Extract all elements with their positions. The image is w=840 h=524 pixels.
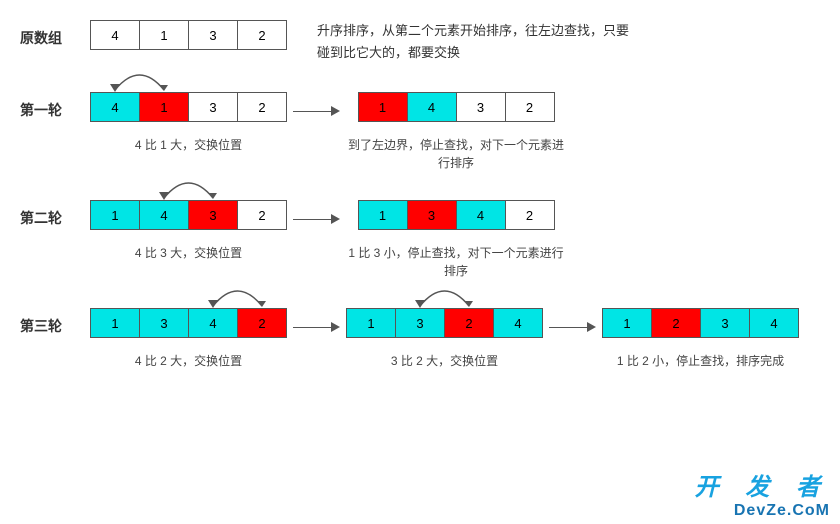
array: 1324 [346, 308, 543, 338]
arrow-connector [293, 284, 340, 332]
stage: 1432 到了左边界，停止查找，对下一个元素进行排序 [346, 68, 566, 172]
array-cell: 1 [358, 92, 408, 122]
array-cell: 3 [188, 20, 238, 50]
row-content: 14324 比 3 大，交换位置13421 比 3 小，停止查找，对下一个元素进… [90, 176, 820, 280]
stage: 1342 4 比 2 大，交换位置 [90, 284, 287, 370]
row-content: 41324 比 1 大，交换位置1432到了左边界，停止查找，对下一个元素进行排… [90, 68, 820, 172]
watermark-line2: DevZe.CoM [734, 502, 830, 520]
array-cell: 1 [90, 308, 140, 338]
arrow-connector [293, 68, 340, 116]
stage-caption: 1 比 2 小，停止查找，排序完成 [617, 352, 784, 370]
round-row: 第一轮41324 比 1 大，交换位置1432到了左边界，停止查找，对下一个元素… [20, 68, 820, 172]
arc-area [90, 176, 287, 200]
stage-caption: 4 比 2 大，交换位置 [135, 352, 242, 370]
array-cell: 2 [237, 92, 287, 122]
stage: 1432 4 比 3 大，交换位置 [90, 176, 287, 262]
array-cell: 2 [505, 200, 555, 230]
array-cell: 1 [602, 308, 652, 338]
row-label: 第一轮 [20, 68, 90, 120]
swap-arc [90, 284, 287, 308]
arc-area [90, 68, 287, 92]
array: 4132 [90, 92, 287, 122]
array: 1432 [358, 92, 555, 122]
stage: 4132 4 比 1 大，交换位置 [90, 68, 287, 154]
array-cell: 2 [237, 20, 287, 50]
array-cell: 4 [456, 200, 506, 230]
rounds-container: 第一轮41324 比 1 大，交换位置1432到了左边界，停止查找，对下一个元素… [20, 68, 820, 370]
stage-caption: 4 比 3 大，交换位置 [135, 244, 242, 262]
row-content: 13424 比 2 大，交换位置13243 比 2 大，交换位置12341 比 … [90, 284, 820, 370]
original-array-stage: 4132 [90, 20, 287, 50]
swap-arc [90, 176, 287, 200]
array: 1342 [90, 308, 287, 338]
array-cell: 1 [358, 200, 408, 230]
array-cell: 2 [651, 308, 701, 338]
round-row: 第二轮14324 比 3 大，交换位置13421 比 3 小，停止查找，对下一个… [20, 176, 820, 280]
array-cell: 4 [188, 308, 238, 338]
array-cell: 3 [700, 308, 750, 338]
array-cell: 4 [407, 92, 457, 122]
stage-caption: 3 比 2 大，交换位置 [391, 352, 498, 370]
stage: 1342 1 比 3 小，停止查找，对下一个元素进行排序 [346, 176, 566, 280]
array-cell: 2 [237, 308, 287, 338]
round-row: 第三轮13424 比 2 大，交换位置13243 比 2 大，交换位置12341… [20, 284, 820, 370]
arc-area [602, 284, 799, 308]
array: 4132 [90, 20, 287, 50]
row-label: 第三轮 [20, 284, 90, 336]
description-text: 升序排序，从第二个元素开始排序，往左边查找，只要碰到比它大的，都要交换 [317, 20, 637, 64]
array: 1432 [90, 200, 287, 230]
arc-area [346, 284, 543, 308]
array-cell: 3 [407, 200, 457, 230]
array: 1234 [602, 308, 799, 338]
array-cell: 2 [237, 200, 287, 230]
array-cell: 4 [749, 308, 799, 338]
row-label: 第二轮 [20, 176, 90, 228]
original-row: 原数组 4132 升序排序，从第二个元素开始排序，往左边查找，只要碰到比它大的，… [20, 20, 820, 64]
swap-arc [346, 284, 543, 308]
stage-caption: 到了左边界，停止查找，对下一个元素进行排序 [346, 136, 566, 172]
array-cell: 1 [346, 308, 396, 338]
array-cell: 1 [139, 20, 189, 50]
array-cell: 2 [444, 308, 494, 338]
row-label: 原数组 [20, 20, 90, 48]
array-cell: 4 [90, 20, 140, 50]
array-cell: 4 [139, 200, 189, 230]
array-cell: 4 [493, 308, 543, 338]
arc-area [346, 68, 566, 92]
arc-area [90, 284, 287, 308]
array-cell: 1 [139, 92, 189, 122]
swap-arc [90, 68, 287, 92]
array-cell: 3 [188, 200, 238, 230]
row-content: 4132 升序排序，从第二个元素开始排序，往左边查找，只要碰到比它大的，都要交换 [90, 20, 820, 64]
stage-caption: 1 比 3 小，停止查找，对下一个元素进行排序 [346, 244, 566, 280]
watermark-line1: 开 发 者 [695, 467, 830, 502]
array-cell: 3 [395, 308, 445, 338]
arc-area [346, 176, 566, 200]
array-cell: 4 [90, 92, 140, 122]
array: 1342 [358, 200, 555, 230]
stage-caption: 4 比 1 大，交换位置 [135, 136, 242, 154]
array-cell: 3 [139, 308, 189, 338]
array-cell: 2 [505, 92, 555, 122]
stage: 1234 1 比 2 小，停止查找，排序完成 [602, 284, 799, 370]
arrow-connector [549, 284, 596, 332]
array-cell: 1 [90, 200, 140, 230]
array-cell: 3 [456, 92, 506, 122]
arrow-connector [293, 176, 340, 224]
array-cell: 3 [188, 92, 238, 122]
stage: 1324 3 比 2 大，交换位置 [346, 284, 543, 370]
